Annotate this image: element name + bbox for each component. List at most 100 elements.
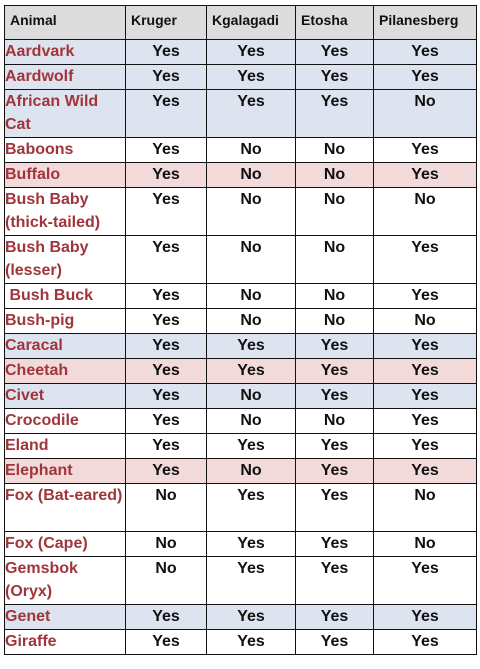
- etosha-cell: No: [295, 235, 374, 284]
- etosha-cell: Yes: [295, 604, 374, 630]
- animal-name: Fox (Cape): [4, 531, 126, 557]
- etosha-cell: Yes: [295, 333, 374, 359]
- kruger-cell: Yes: [125, 383, 207, 409]
- kruger-cell: Yes: [125, 604, 207, 630]
- pilanesberg-cell: Yes: [373, 629, 477, 655]
- kruger-cell: Yes: [125, 137, 207, 163]
- kgalagadi-cell: Yes: [206, 333, 296, 359]
- header-kruger: Kruger: [125, 5, 207, 40]
- pilanesberg-cell: Yes: [373, 433, 477, 459]
- pilanesberg-cell: Yes: [373, 458, 477, 484]
- etosha-cell: No: [295, 187, 374, 236]
- header-etosha: Etosha: [295, 5, 374, 40]
- pilanesberg-cell: No: [373, 531, 477, 557]
- kgalagadi-cell: No: [206, 283, 296, 309]
- table-row: Crocodile Yes No No Yes: [4, 408, 477, 434]
- pilanesberg-cell: Yes: [373, 283, 477, 309]
- kruger-cell: No: [125, 556, 207, 605]
- kruger-cell: Yes: [125, 458, 207, 484]
- kruger-cell: Yes: [125, 39, 207, 65]
- table-row: Fox (Cape) No Yes Yes No: [4, 531, 477, 557]
- header-kgalagadi: Kgalagadi: [206, 5, 296, 40]
- header-pilanesberg: Pilanesberg: [373, 5, 477, 40]
- table-row: Caracal Yes Yes Yes Yes: [4, 333, 477, 359]
- animal-name: African Wild Cat: [4, 89, 126, 138]
- table-row: Baboons Yes No No Yes: [4, 137, 477, 163]
- animal-name: Baboons: [4, 137, 126, 163]
- pilanesberg-cell: Yes: [373, 137, 477, 163]
- pilanesberg-cell: Yes: [373, 383, 477, 409]
- animal-name: Bush Baby (lesser): [4, 235, 126, 284]
- pilanesberg-cell: No: [373, 483, 477, 532]
- table-header-row: Animal Kruger Kgalagadi Etosha Pilanesbe…: [4, 5, 477, 40]
- table-row: Buffalo Yes No No Yes: [4, 162, 477, 188]
- etosha-cell: Yes: [295, 433, 374, 459]
- pilanesberg-cell: Yes: [373, 358, 477, 384]
- etosha-cell: Yes: [295, 458, 374, 484]
- animal-name: Eland: [4, 433, 126, 459]
- pilanesberg-cell: Yes: [373, 39, 477, 65]
- animal-name: Genet: [4, 604, 126, 630]
- animal-name: Bush Buck: [4, 283, 126, 309]
- kgalagadi-cell: Yes: [206, 64, 296, 90]
- animal-name: Crocodile: [4, 408, 126, 434]
- pilanesberg-cell: Yes: [373, 235, 477, 284]
- etosha-cell: Yes: [295, 629, 374, 655]
- kruger-cell: Yes: [125, 64, 207, 90]
- kgalagadi-cell: No: [206, 458, 296, 484]
- etosha-cell: Yes: [295, 556, 374, 605]
- kruger-cell: Yes: [125, 333, 207, 359]
- animal-park-table: Animal Kruger Kgalagadi Etosha Pilanesbe…: [4, 5, 477, 655]
- table-row: Elephant Yes No Yes Yes: [4, 458, 477, 484]
- etosha-cell: No: [295, 283, 374, 309]
- etosha-cell: Yes: [295, 383, 374, 409]
- etosha-cell: No: [295, 408, 374, 434]
- pilanesberg-cell: No: [373, 308, 477, 334]
- kgalagadi-cell: Yes: [206, 531, 296, 557]
- kruger-cell: Yes: [125, 408, 207, 434]
- pilanesberg-cell: Yes: [373, 556, 477, 605]
- pilanesberg-cell: Yes: [373, 333, 477, 359]
- table-row: Bush Buck Yes No No Yes: [4, 283, 477, 309]
- table-row: Giraffe Yes Yes Yes Yes: [4, 629, 477, 655]
- kruger-cell: No: [125, 531, 207, 557]
- header-animal: Animal: [4, 5, 126, 40]
- pilanesberg-cell: Yes: [373, 604, 477, 630]
- etosha-cell: No: [295, 308, 374, 334]
- kruger-cell: Yes: [125, 629, 207, 655]
- kruger-cell: Yes: [125, 283, 207, 309]
- table-row: Bush Baby (lesser) Yes No No Yes: [4, 235, 477, 284]
- table-row: Genet Yes Yes Yes Yes: [4, 604, 477, 630]
- kruger-cell: Yes: [125, 162, 207, 188]
- table-row: Eland Yes Yes Yes Yes: [4, 433, 477, 459]
- kgalagadi-cell: No: [206, 383, 296, 409]
- kgalagadi-cell: No: [206, 187, 296, 236]
- animal-name: Bush Baby (thick-tailed): [4, 187, 126, 236]
- animal-name: Aardvark: [4, 39, 126, 65]
- pilanesberg-cell: Yes: [373, 64, 477, 90]
- animal-name: Caracal: [4, 333, 126, 359]
- kgalagadi-cell: Yes: [206, 604, 296, 630]
- table-row: African Wild Cat Yes Yes Yes No: [4, 89, 477, 138]
- animal-name: Bush-pig: [4, 308, 126, 334]
- animal-name: Civet: [4, 383, 126, 409]
- kgalagadi-cell: Yes: [206, 358, 296, 384]
- kruger-cell: Yes: [125, 358, 207, 384]
- table-row: Civet Yes No Yes Yes: [4, 383, 477, 409]
- kgalagadi-cell: Yes: [206, 89, 296, 138]
- etosha-cell: No: [295, 162, 374, 188]
- kgalagadi-cell: No: [206, 235, 296, 284]
- kgalagadi-cell: Yes: [206, 556, 296, 605]
- table-row: Bush Baby (thick-tailed) Yes No No No: [4, 187, 477, 236]
- animal-name: Buffalo: [4, 162, 126, 188]
- etosha-cell: Yes: [295, 89, 374, 138]
- kruger-cell: No: [125, 483, 207, 532]
- animal-name: Aardwolf: [4, 64, 126, 90]
- table-row: Aardwolf Yes Yes Yes Yes: [4, 64, 477, 90]
- kgalagadi-cell: Yes: [206, 433, 296, 459]
- kgalagadi-cell: Yes: [206, 39, 296, 65]
- kruger-cell: Yes: [125, 89, 207, 138]
- animal-name: Giraffe: [4, 629, 126, 655]
- etosha-cell: Yes: [295, 39, 374, 65]
- pilanesberg-cell: Yes: [373, 408, 477, 434]
